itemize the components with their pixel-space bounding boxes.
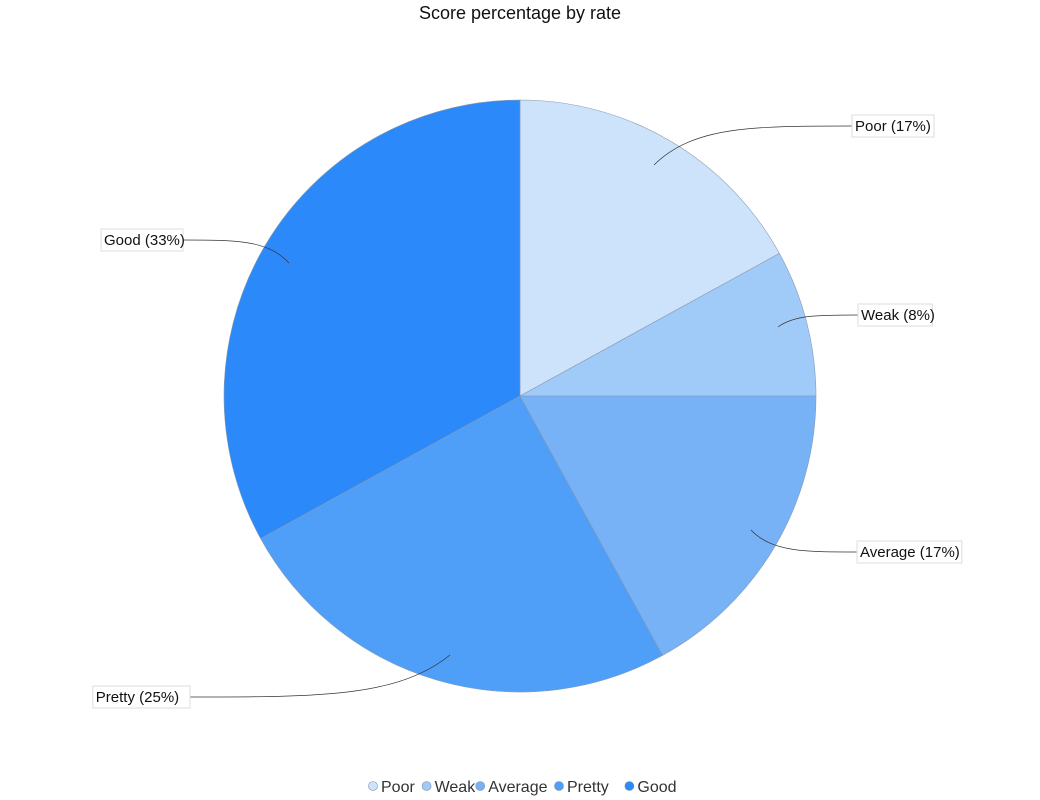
slice-label-weak: Weak (8%)	[857, 303, 935, 327]
pie-slice-pretty[interactable]	[260, 395, 664, 693]
legend-marker	[368, 781, 378, 791]
legend-item-average[interactable]: Average	[475, 779, 548, 796]
chart-title: Score percentage by rate	[419, 3, 621, 23]
slice-label-text: Average (17%)	[860, 544, 960, 561]
slice-label-poor: Poor (17%)	[851, 114, 935, 138]
slice-label-text: Good (33%)	[104, 232, 185, 249]
pie-slice-average[interactable]	[519, 395, 817, 656]
legend-item-weak[interactable]: Weak	[421, 779, 477, 796]
leader-line-pretty	[189, 654, 451, 698]
legend-label: Average	[488, 779, 547, 796]
leader-line-good	[182, 239, 290, 264]
legend-marker	[554, 781, 564, 791]
legend-item-good[interactable]: Good	[624, 779, 677, 796]
legend-item-poor[interactable]: Poor	[368, 779, 416, 796]
legend-label: Weak	[435, 779, 477, 796]
pie-slice-weak[interactable]	[519, 252, 817, 397]
legend-marker	[624, 781, 635, 791]
pie-slice-poor[interactable]	[519, 99, 780, 397]
slice-labels: Poor (17%) Weak (8%) Average (17%) Pretty (…	[92, 114, 963, 709]
legend-label: Pretty	[567, 779, 609, 796]
pie-slices	[223, 99, 817, 693]
slice-label-text: Weak (8%)	[861, 307, 935, 324]
legend-item-pretty[interactable]: Pretty	[554, 779, 609, 796]
pie-slice-good[interactable]	[223, 99, 521, 540]
slice-label-good: Good (33%)	[100, 228, 185, 252]
leader-line-poor	[653, 125, 853, 166]
leader-line-weak	[777, 314, 859, 328]
slice-label-text: Pretty (25%)	[96, 689, 179, 706]
legend: Poor Weak Average Pretty Good	[368, 779, 677, 796]
legend-marker	[475, 781, 486, 791]
slice-label-pretty: Pretty (25%)	[92, 685, 191, 709]
legend-label: Poor	[381, 779, 415, 796]
leader-line-average	[750, 529, 858, 553]
legend-label: Good	[637, 779, 676, 796]
legend-marker	[421, 781, 432, 791]
slice-label-average: Average (17%)	[856, 540, 963, 564]
slice-label-text: Poor (17%)	[855, 118, 931, 135]
